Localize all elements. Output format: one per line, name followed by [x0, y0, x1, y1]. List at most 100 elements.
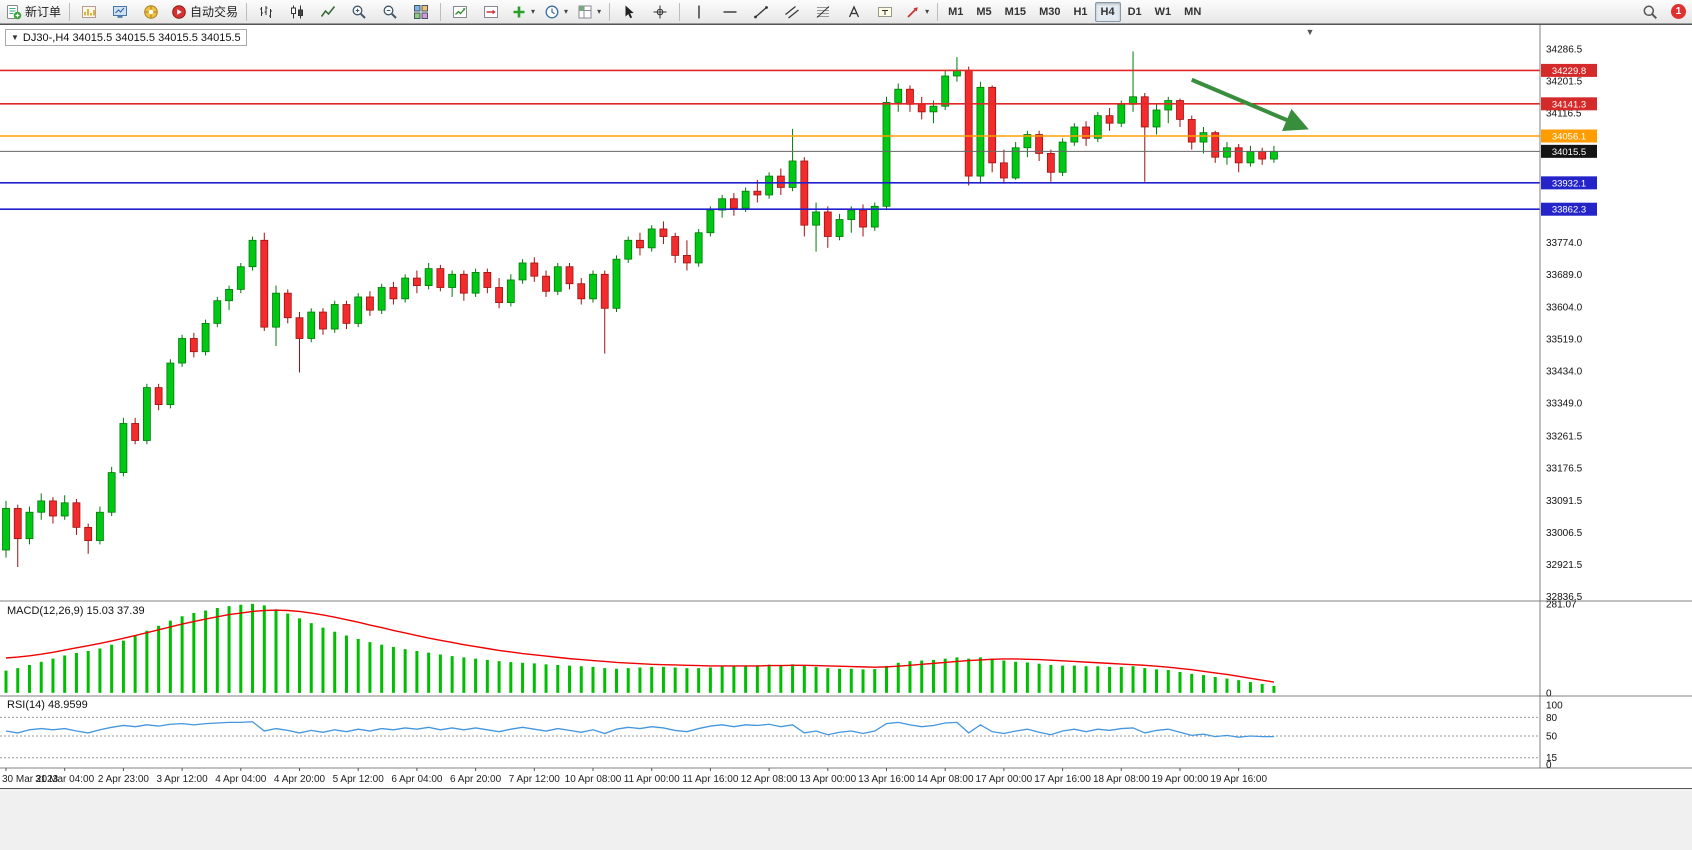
- timeframe-h4-button[interactable]: H4: [1094, 1, 1121, 22]
- one-click-trading-icon[interactable]: ▼: [11, 33, 19, 42]
- candle-body: [964, 69, 973, 177]
- time-axis-label: 13 Apr 16:00: [858, 774, 915, 785]
- zoom-out-button[interactable]: [375, 1, 405, 23]
- candle-body: [1046, 153, 1055, 173]
- candle-body: [1093, 115, 1102, 139]
- label-button[interactable]: [870, 1, 900, 23]
- chart-shift-button[interactable]: [476, 1, 506, 23]
- timeframe-mn-button[interactable]: MN: [1184, 5, 1202, 18]
- price-label-box: [1541, 97, 1597, 111]
- tile-windows-button[interactable]: [406, 1, 436, 23]
- zoom-in-button[interactable]: [344, 1, 374, 23]
- vertical-line-button[interactable]: [684, 1, 714, 23]
- trend-arrow-annotation[interactable]: [1190, 77, 1309, 132]
- dropdown-caret-icon: ▾: [564, 7, 569, 16]
- crosshair-icon: [652, 4, 668, 20]
- bar-chart-button[interactable]: [251, 1, 281, 23]
- text-icon: [846, 4, 862, 20]
- candle-body: [812, 211, 820, 226]
- candle-body: [1258, 151, 1267, 160]
- notification-badge[interactable]: 1: [1671, 4, 1686, 19]
- autotrade-button[interactable]: 自动交易: [167, 1, 242, 23]
- periods-icon: [544, 4, 560, 20]
- horizontal-line-button[interactable]: [715, 1, 745, 23]
- trendline-button[interactable]: [746, 1, 776, 23]
- timeframe-d1-button[interactable]: D1: [1127, 5, 1142, 18]
- price-label-text: 34015.5: [1552, 147, 1586, 158]
- price-label-box: [1541, 176, 1597, 190]
- periods-button[interactable]: ▾: [540, 1, 572, 23]
- line-chart-button[interactable]: [313, 1, 343, 23]
- price-label-text: 34056.1: [1552, 132, 1586, 143]
- price-axis-tick: 33689.0: [1546, 270, 1583, 281]
- toolbar-separator: [937, 2, 939, 21]
- time-axis-label: 17 Apr 16:00: [1034, 774, 1091, 785]
- rsi-indicator-label: RSI(14) 48.9599: [7, 699, 88, 711]
- new-order-button[interactable]: 新订单: [2, 1, 65, 23]
- time-axis-label: 17 Apr 00:00: [976, 774, 1033, 785]
- time-axis-label: 7 Apr 12:00: [509, 774, 561, 785]
- text-button[interactable]: [839, 1, 869, 23]
- price-axis-tick: 34116.5: [1546, 109, 1582, 120]
- search-button[interactable]: [1635, 1, 1665, 23]
- new-chart-button[interactable]: [74, 1, 104, 23]
- channel-button[interactable]: [777, 1, 807, 23]
- chart-shift-marker-icon[interactable]: ▼: [1306, 27, 1315, 37]
- community-button[interactable]: [136, 1, 166, 23]
- rsi-axis-tick: 80: [1546, 713, 1558, 724]
- timeframe-m5-button[interactable]: M5: [976, 5, 992, 18]
- timeframe-w1-button[interactable]: W1: [1154, 5, 1172, 18]
- timeframe-m30-button[interactable]: M30: [1039, 5, 1061, 18]
- channel-icon: [784, 4, 800, 20]
- chart-window[interactable]: ▼ 34286.5 34201.5 34116.5 33774.0 33689.0 3360…: [0, 24, 1692, 789]
- candle-body: [283, 292, 292, 319]
- rsi-axis-tick: 15: [1546, 753, 1558, 764]
- candle-body: [248, 239, 257, 268]
- candle-body: [1176, 100, 1184, 120]
- arrows-button[interactable]: ▾: [901, 1, 933, 23]
- price-axis-tick: 33006.5: [1546, 528, 1583, 539]
- price-label-text: 34229.8: [1552, 66, 1586, 77]
- time-axis-label: 19 Apr 16:00: [1210, 774, 1267, 785]
- candle-body: [765, 175, 773, 196]
- timeframe-m15-button[interactable]: M15: [1004, 5, 1027, 18]
- price-axis-tick: 33091.5: [1546, 496, 1583, 507]
- templates-button[interactable]: ▾: [573, 1, 605, 23]
- price-axis-tick: 33519.0: [1546, 334, 1583, 345]
- candle-body: [1035, 134, 1044, 154]
- profiles-button[interactable]: [105, 1, 135, 23]
- candle-body: [894, 88, 903, 103]
- candle-body: [342, 304, 351, 324]
- candle-body: [354, 296, 363, 324]
- candlestick-chart-button[interactable]: [282, 1, 312, 23]
- candle-body: [96, 511, 104, 541]
- toolbar: 新订单 自动交易 ▾ ▾ ▾ ▾ M1 M5 M15 M30 H1 H4 D1 W1 MN 1: [0, 0, 1692, 24]
- vertical-line-icon: [691, 4, 707, 20]
- timeframe-h1-button[interactable]: H1: [1073, 5, 1088, 18]
- candle-body: [142, 387, 151, 441]
- price-chart[interactable]: ▼ 34286.5 34201.5 34116.5 33774.0 33689.0 3360…: [0, 25, 1692, 788]
- fibonacci-button[interactable]: [808, 1, 838, 23]
- candle-body: [1082, 126, 1090, 139]
- candle-body: [1211, 132, 1220, 158]
- line-chart-icon: [320, 4, 336, 20]
- add-indicator-button[interactable]: ▾: [507, 1, 539, 23]
- rsi-line: [5, 721, 1274, 738]
- candle-body: [753, 190, 762, 196]
- chart-title: ▼ DJ30-,H4 34015.5 34015.5 34015.5 34015…: [5, 29, 247, 46]
- price-label-box: [1541, 129, 1597, 143]
- toolbar-separator: [69, 2, 71, 21]
- candle-body: [366, 296, 374, 311]
- candle-body: [377, 287, 386, 311]
- auto-arrange-button[interactable]: [445, 1, 475, 23]
- candle-body: [60, 502, 69, 517]
- price-axis-tick: 33349.0: [1546, 399, 1583, 410]
- candle-body: [37, 500, 46, 513]
- cursor-button[interactable]: [614, 1, 644, 23]
- macd-indicator-label: MACD(12,26,9) 15.03 37.39: [7, 605, 145, 617]
- candle-body: [201, 322, 210, 353]
- candle-body: [307, 311, 316, 339]
- timeframe-m1-button[interactable]: M1: [948, 5, 964, 18]
- crosshair-button[interactable]: [645, 1, 675, 23]
